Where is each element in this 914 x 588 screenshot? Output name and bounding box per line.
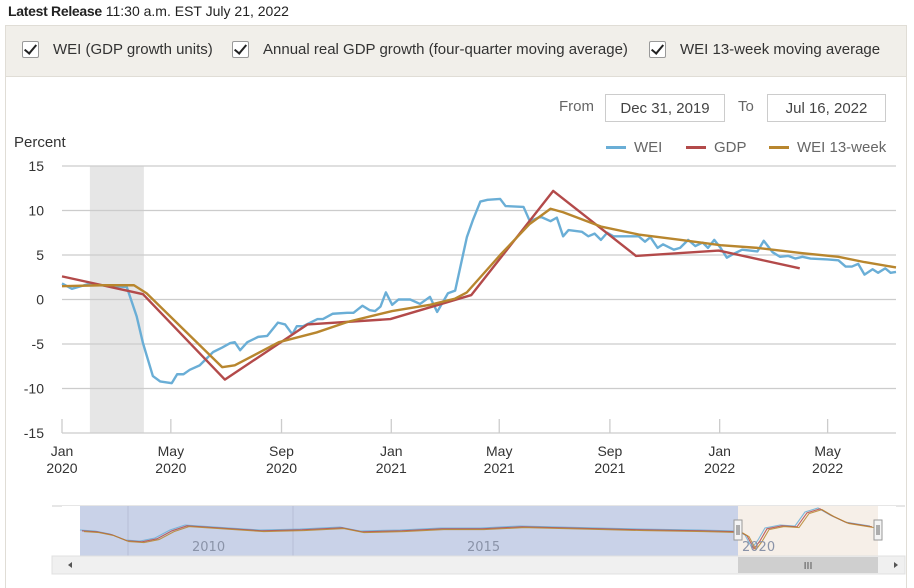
scroll-right-arrow-icon[interactable] xyxy=(894,562,898,568)
y-axis-label: Percent xyxy=(14,134,66,151)
checkbox-checked-icon[interactable] xyxy=(649,41,666,58)
from-label: From xyxy=(559,98,594,115)
navigator-year-label: 2020 xyxy=(742,540,775,555)
toggle-wei-13-week[interactable]: WEI 13-week moving average xyxy=(649,41,880,58)
toggle-label: WEI 13-week moving average xyxy=(680,41,881,58)
range-navigator: 2010 2015 2020 III xyxy=(51,505,906,575)
y-tick-label: 15 xyxy=(28,158,44,174)
x-tick-label: May xyxy=(814,443,840,459)
x-tick-label: Sep xyxy=(269,443,294,459)
legend-wei-13-week[interactable]: WEI 13-week xyxy=(769,139,886,156)
x-tick-label: Sep xyxy=(597,443,622,459)
x-tick-label: 2022 xyxy=(812,460,843,476)
navigator-series-line xyxy=(83,509,875,551)
navigator-handle[interactable] xyxy=(873,519,883,541)
legend-label: GDP xyxy=(714,139,747,156)
y-tick-label: -5 xyxy=(32,336,45,352)
legend-label: WEI 13-week xyxy=(797,139,887,156)
x-tick-label: 2020 xyxy=(266,460,297,476)
navigator-series-line xyxy=(81,508,873,550)
toggle-gdp[interactable]: Annual real GDP growth (four-quarter mov… xyxy=(232,41,628,58)
x-tick-label: 2020 xyxy=(46,460,77,476)
navigator-year-label: 2015 xyxy=(467,540,500,555)
series-toggle-panel: WEI (GDP growth units) Annual real GDP g… xyxy=(5,25,907,77)
y-tick-label: -10 xyxy=(24,381,44,397)
scrollbar-grip-icon: III xyxy=(804,561,813,572)
series-line-wei-13-week xyxy=(61,207,897,369)
y-tick-label: 10 xyxy=(28,203,44,219)
x-tick-label: May xyxy=(486,443,512,459)
navigator-handle[interactable] xyxy=(733,519,743,541)
x-tick-label: Jan xyxy=(380,443,403,459)
chart-frame xyxy=(5,76,907,588)
x-tick-label: 2021 xyxy=(594,460,625,476)
scrollbar-thumb[interactable] xyxy=(738,557,878,573)
navigator-scrollbar[interactable] xyxy=(51,555,906,575)
x-tick-label: Jan xyxy=(708,443,731,459)
x-tick-label: 2021 xyxy=(376,460,407,476)
y-tick-label: 0 xyxy=(36,292,44,308)
to-date-input[interactable]: Jul 16, 2022 xyxy=(767,94,886,122)
x-tick-label: 2020 xyxy=(155,460,186,476)
series-line-gdp xyxy=(61,189,800,381)
checkbox-checked-icon[interactable] xyxy=(22,41,39,58)
scroll-left-arrow-icon[interactable] xyxy=(68,562,72,568)
navigator-series-line xyxy=(79,507,871,550)
toggle-label: Annual real GDP growth (four-quarter mov… xyxy=(263,41,628,58)
x-tick-label: May xyxy=(158,443,184,459)
x-tick-label: Jan xyxy=(51,443,74,459)
x-tick-label: 2022 xyxy=(704,460,735,476)
to-label: To xyxy=(738,98,754,115)
legend-wei[interactable]: WEI xyxy=(606,139,662,156)
navigator-year-label: 2010 xyxy=(192,540,225,555)
toggle-wei[interactable]: WEI (GDP growth units) xyxy=(22,41,213,58)
release-label: Latest Release xyxy=(8,3,102,19)
legend-gdp[interactable]: GDP xyxy=(686,139,747,156)
legend-label: WEI xyxy=(634,139,663,156)
toggle-label: WEI (GDP growth units) xyxy=(53,41,213,58)
y-tick-label: -15 xyxy=(24,425,44,441)
from-date-input[interactable]: Dec 31, 2019 xyxy=(605,94,725,122)
series-line-wei xyxy=(61,197,897,385)
y-tick-label: 5 xyxy=(36,247,44,263)
latest-release: Latest Release 11:30 a.m. EST July 21, 2… xyxy=(8,3,289,19)
release-time: 11:30 a.m. EST July 21, 2022 xyxy=(105,3,289,19)
checkbox-checked-icon[interactable] xyxy=(232,41,249,58)
x-tick-label: 2021 xyxy=(484,460,515,476)
